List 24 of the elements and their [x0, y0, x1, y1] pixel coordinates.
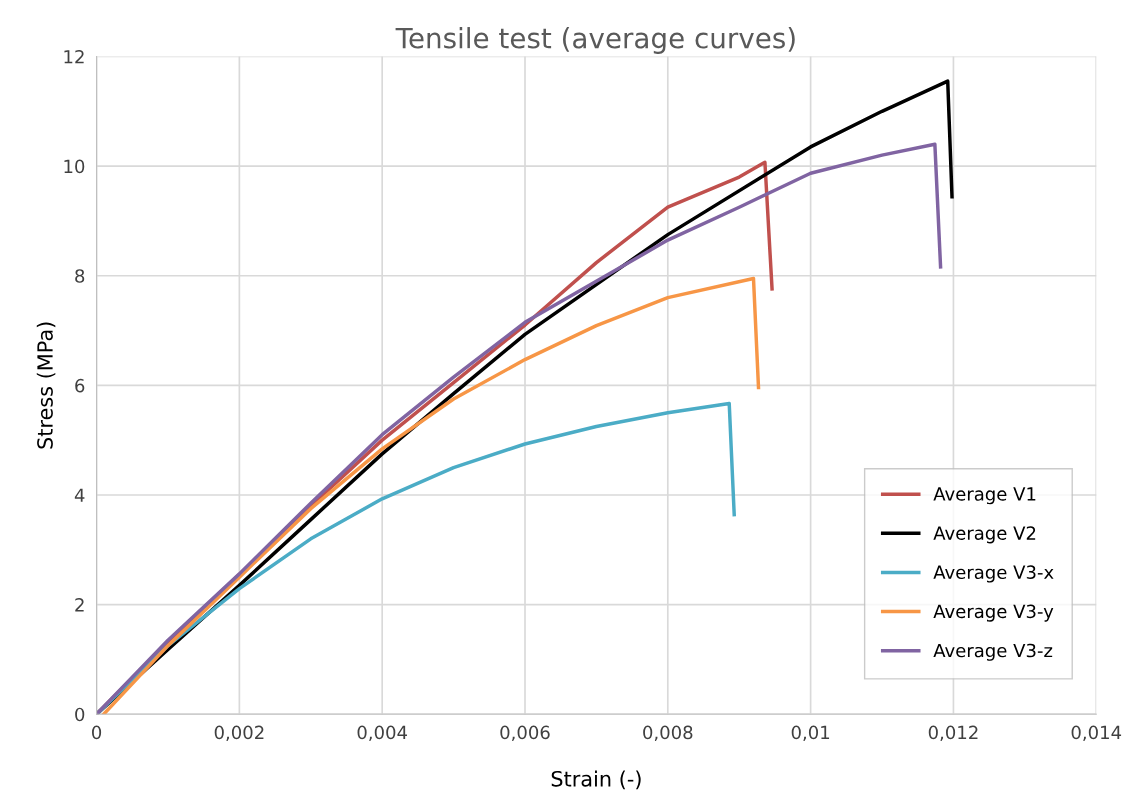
x-tick-label: 0,006	[500, 725, 550, 742]
chart-title: Tensile test (average curves)	[395, 27, 795, 54]
x-tick-label: 0,01	[791, 725, 830, 742]
y-tick-label: 10	[64, 159, 85, 174]
legend-label: Average V1	[933, 487, 1036, 505]
legend-label: Average V2	[933, 526, 1036, 544]
x-tick-label: 0,012	[928, 725, 978, 742]
x-tick-label: 0,002	[214, 725, 264, 742]
x-tick-label: 0,004	[357, 725, 408, 742]
x-tick-label: 0,008	[643, 725, 693, 742]
y-tick-label: 12	[64, 49, 84, 64]
y-tick-label: 0	[75, 707, 85, 722]
y-tick-label: 8	[75, 269, 85, 283]
legend-label: Average V3-x	[933, 565, 1054, 583]
x-axis-title: Strain (-)	[551, 770, 641, 790]
legend-label: Average V3-y	[933, 604, 1054, 622]
x-tick-label: 0,014	[1071, 725, 1122, 742]
y-tick-label: 6	[75, 378, 85, 393]
x-tick-label: 0	[92, 725, 102, 740]
legend-label: Average V3-z	[933, 643, 1053, 661]
line-series	[101, 276, 761, 715]
y-tick-label: 2	[75, 598, 84, 612]
y-axis-title: Stress (MPa)	[36, 322, 56, 449]
y-tick-label: 4	[74, 488, 85, 502]
